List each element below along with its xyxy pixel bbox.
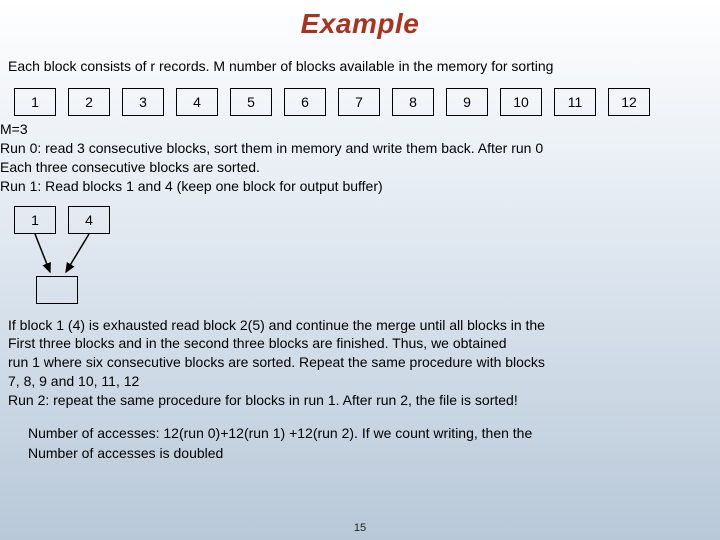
desc1-l2: Run 0: read 3 consecutive blocks, sort t… xyxy=(0,139,716,158)
block-7: 7 xyxy=(338,88,380,116)
para2-l4: 7, 8, 9 and 10, 11, 12 xyxy=(8,372,712,391)
desc1-l4: Run 1: Read blocks 1 and 4 (keep one blo… xyxy=(0,177,716,196)
desc1-l3: Each three consecutive blocks are sorted… xyxy=(0,158,716,177)
slide-title: Example xyxy=(0,0,720,40)
description-2: If block 1 (4) is exhausted read block 2… xyxy=(0,316,720,410)
summary-l1: Number of accesses: 12(run 0)+12(run 1) … xyxy=(28,424,712,444)
para2-l5: Run 2: repeat the same procedure for blo… xyxy=(8,391,712,410)
para2-l2: First three blocks and in the second thr… xyxy=(8,334,712,353)
merge-diagram: 1 4 xyxy=(0,206,720,316)
block-11: 11 xyxy=(554,88,596,116)
block-10: 10 xyxy=(500,88,542,116)
merge-arrows xyxy=(0,206,140,316)
block-9: 9 xyxy=(446,88,488,116)
block-1: 1 xyxy=(14,88,56,116)
desc1-l1: M=3 xyxy=(0,120,716,139)
para2-l3: run 1 where six consecutive blocks are s… xyxy=(8,353,712,372)
block-2: 2 xyxy=(68,88,110,116)
block-4: 4 xyxy=(176,88,218,116)
block-12: 12 xyxy=(608,88,650,116)
summary-l2: Number of accesses is doubled xyxy=(28,444,712,464)
description-1: M=3 Run 0: read 3 consecutive blocks, so… xyxy=(0,116,720,196)
block-8: 8 xyxy=(392,88,434,116)
top-block-row: 1 2 3 4 5 6 7 8 9 10 11 12 xyxy=(0,74,720,116)
page-number: 15 xyxy=(0,522,720,534)
summary-text: Number of accesses: 12(run 0)+12(run 1) … xyxy=(0,410,720,463)
block-5: 5 xyxy=(230,88,272,116)
para2-l1: If block 1 (4) is exhausted read block 2… xyxy=(8,316,712,335)
block-6: 6 xyxy=(284,88,326,116)
block-3: 3 xyxy=(122,88,164,116)
intro-text: Each block consists of r records. M numb… xyxy=(0,40,720,74)
